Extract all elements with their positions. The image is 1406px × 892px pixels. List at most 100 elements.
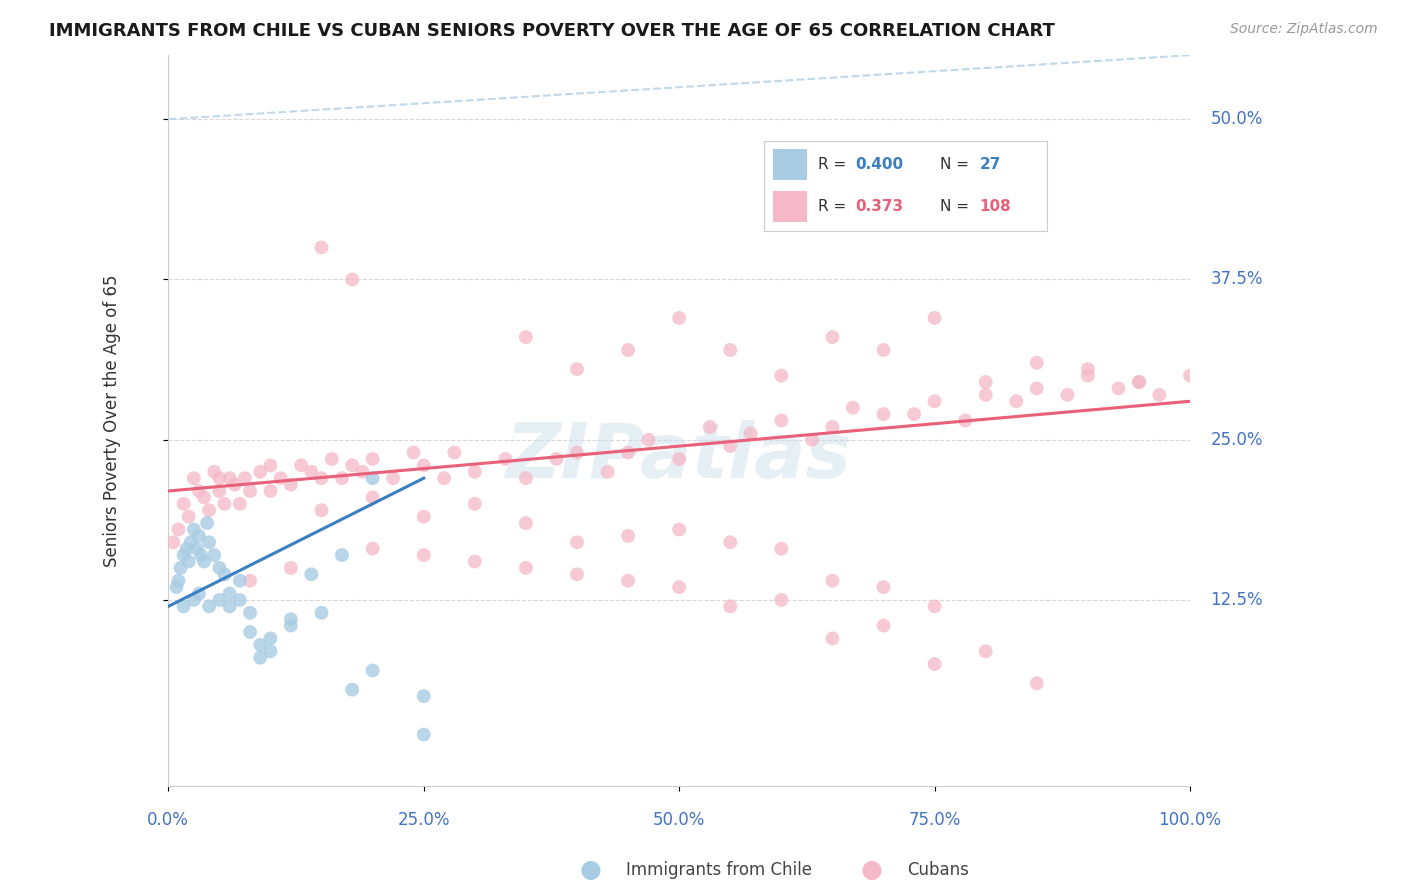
Point (166, 580, 188, 594)
Text: N =: N = (939, 199, 969, 214)
Point (187, 586, 209, 600)
Point (186, 541, 208, 556)
Text: 25.0%: 25.0% (398, 812, 450, 830)
Bar (773, 192, 807, 222)
Point (218, 471, 240, 485)
Point (233, 471, 256, 485)
Point (596, 465, 619, 479)
Point (872, 580, 894, 594)
Point (515, 561, 537, 575)
Point (214, 567, 236, 582)
Point (770, 368, 793, 383)
Point (280, 618, 302, 632)
Point (382, 471, 405, 485)
Point (229, 593, 252, 607)
Text: R =: R = (818, 157, 846, 172)
Point (173, 599, 195, 614)
Text: 50.0%: 50.0% (1211, 111, 1263, 128)
Point (198, 535, 221, 549)
Point (740, 426, 762, 441)
Point (565, 362, 588, 376)
Point (1128, 375, 1150, 389)
Point (1025, 356, 1047, 370)
Point (955, 413, 977, 427)
Point (311, 471, 333, 485)
Point (229, 497, 252, 511)
Point (183, 471, 205, 485)
Point (330, 548, 353, 562)
Point (218, 586, 240, 600)
Point (515, 330, 537, 344)
Point (821, 420, 844, 434)
Point (202, 465, 225, 479)
Point (280, 612, 302, 626)
Point (361, 491, 384, 505)
Point (565, 445, 588, 459)
Point (821, 330, 844, 344)
Text: 37.5%: 37.5% (1211, 270, 1263, 288)
Text: 50.0%: 50.0% (652, 812, 706, 830)
Point (177, 509, 200, 524)
Point (249, 638, 271, 652)
Text: 0.373: 0.373 (855, 199, 903, 214)
Text: Source: ZipAtlas.com: Source: ZipAtlas.com (1230, 22, 1378, 37)
Point (193, 491, 215, 505)
Point (249, 465, 271, 479)
Point (617, 574, 640, 588)
Point (352, 465, 374, 479)
Point (495, 452, 517, 467)
Point (299, 465, 322, 479)
Point (361, 664, 384, 678)
Point (162, 535, 184, 549)
Point (1056, 388, 1078, 402)
Point (239, 625, 262, 640)
Point (280, 477, 302, 491)
Point (1025, 381, 1047, 395)
Point (842, 401, 865, 415)
Point (208, 483, 231, 498)
Text: Cubans: Cubans (907, 861, 969, 879)
Point (668, 452, 690, 467)
Point (270, 471, 292, 485)
Point (821, 632, 844, 646)
Point (190, 548, 212, 562)
Text: ●: ● (579, 858, 602, 881)
Text: 12.5%: 12.5% (1211, 591, 1263, 609)
Point (565, 535, 588, 549)
Point (974, 375, 997, 389)
Point (187, 483, 209, 498)
Text: 0.400: 0.400 (855, 157, 903, 172)
Point (311, 606, 333, 620)
Point (187, 529, 209, 543)
Point (872, 343, 894, 357)
Point (342, 682, 364, 697)
Point (515, 471, 537, 485)
Point (1077, 362, 1099, 376)
Point (924, 310, 946, 325)
Point (903, 407, 925, 421)
Point (280, 561, 302, 575)
Point (173, 497, 195, 511)
Point (202, 548, 225, 562)
Point (515, 516, 537, 530)
Text: 108: 108 (980, 199, 1011, 214)
Point (311, 240, 333, 254)
Point (801, 433, 824, 447)
Point (974, 388, 997, 402)
Point (167, 523, 190, 537)
Text: 27: 27 (980, 157, 1001, 172)
Point (259, 458, 281, 473)
Point (821, 574, 844, 588)
Point (464, 554, 486, 568)
Point (311, 503, 333, 517)
Text: 0.0%: 0.0% (148, 812, 190, 830)
Point (872, 618, 894, 632)
Point (1178, 368, 1201, 383)
Point (249, 650, 271, 665)
Point (239, 606, 262, 620)
Point (718, 599, 741, 614)
Point (321, 452, 343, 467)
Point (193, 554, 215, 568)
Point (239, 574, 262, 588)
Point (443, 445, 465, 459)
